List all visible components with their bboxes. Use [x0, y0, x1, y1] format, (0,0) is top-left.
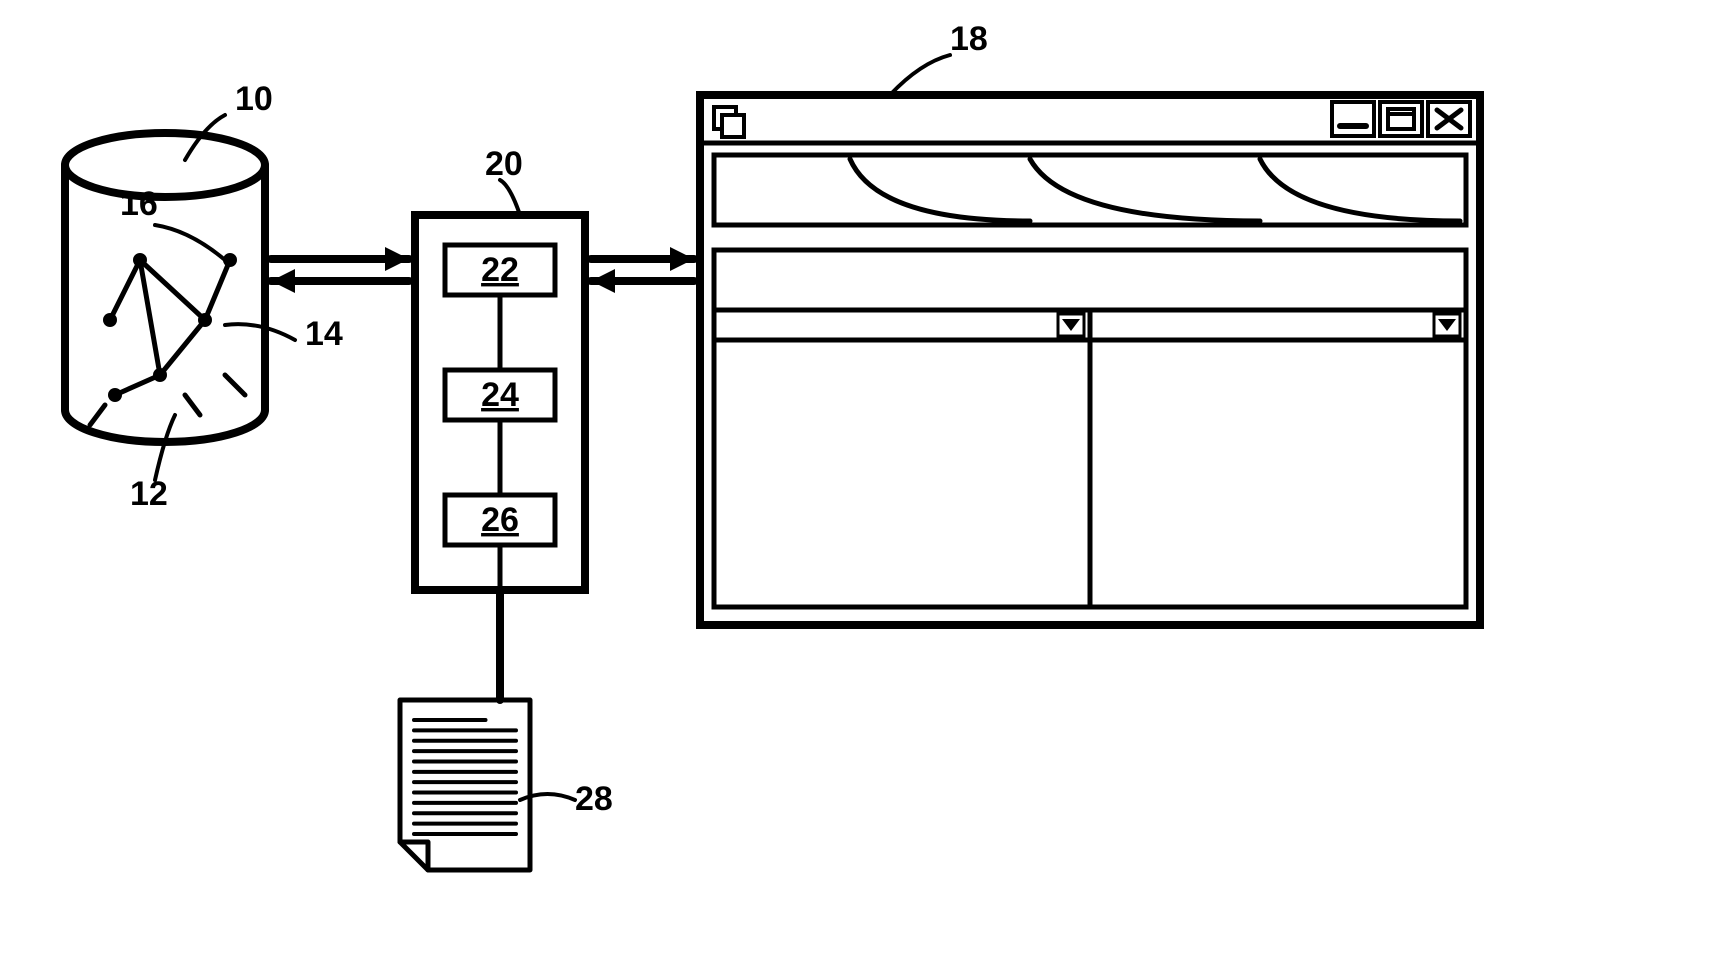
label-20: 20	[485, 145, 523, 183]
minimize-button[interactable]	[1332, 102, 1374, 136]
label-24: 24	[481, 376, 519, 414]
document-icon	[400, 590, 530, 870]
label-26: 26	[481, 501, 519, 539]
label-14: 14	[305, 315, 343, 353]
label-12: 12	[130, 475, 168, 513]
database-cylinder	[65, 133, 265, 442]
label-22: 22	[481, 251, 519, 289]
label-28: 28	[575, 780, 613, 818]
database-graph	[90, 253, 245, 425]
controller-box: 22 24 26	[415, 215, 585, 590]
label-10: 10	[235, 80, 273, 118]
window-icon	[714, 107, 744, 137]
app-window	[700, 95, 1480, 625]
maximize-button[interactable]	[1380, 102, 1422, 136]
label-16: 16	[120, 185, 158, 223]
label-18: 18	[950, 20, 988, 58]
close-button[interactable]	[1428, 102, 1470, 136]
